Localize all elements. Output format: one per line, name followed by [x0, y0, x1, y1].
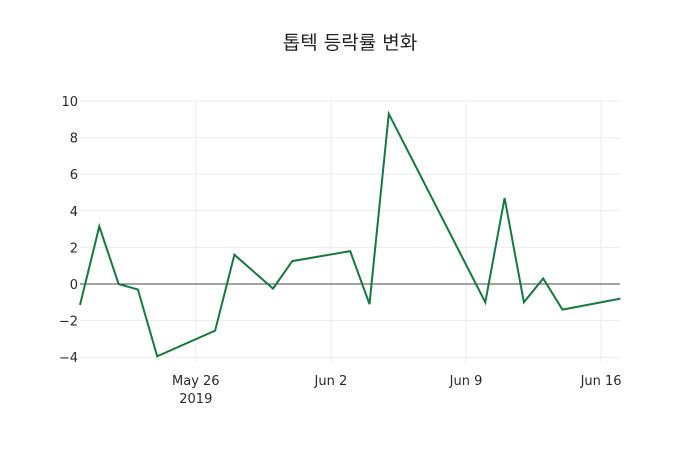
y-tick-label: 2 — [70, 241, 78, 256]
x-tick-label: May 26 — [172, 374, 220, 389]
y-tick-label: 4 — [70, 205, 78, 220]
x-tick-label: Jun 16 — [580, 374, 622, 389]
series-line — [79, 110, 621, 358]
y-tick-label: 8 — [70, 132, 78, 147]
y-tick-label: −4 — [59, 351, 78, 366]
y-tick-label: −2 — [59, 315, 78, 330]
y-tick-label: 0 — [70, 278, 78, 293]
y-tick-label: 10 — [61, 95, 78, 110]
y-axis-ticks: 10 8 6 4 2 0 −2 −4 — [59, 95, 78, 366]
x-tick-year-label: 2019 — [179, 392, 212, 407]
x-tick-label: Jun 9 — [449, 374, 483, 389]
x-tick-label: Jun 2 — [314, 374, 348, 389]
chart-title: 톱텍 등락률 변화 — [282, 32, 418, 54]
gridlines — [80, 100, 620, 362]
x-axis-ticks: May 26 2019 Jun 2 Jun 9 Jun 16 — [172, 374, 622, 407]
y-tick-label: 6 — [70, 168, 78, 183]
